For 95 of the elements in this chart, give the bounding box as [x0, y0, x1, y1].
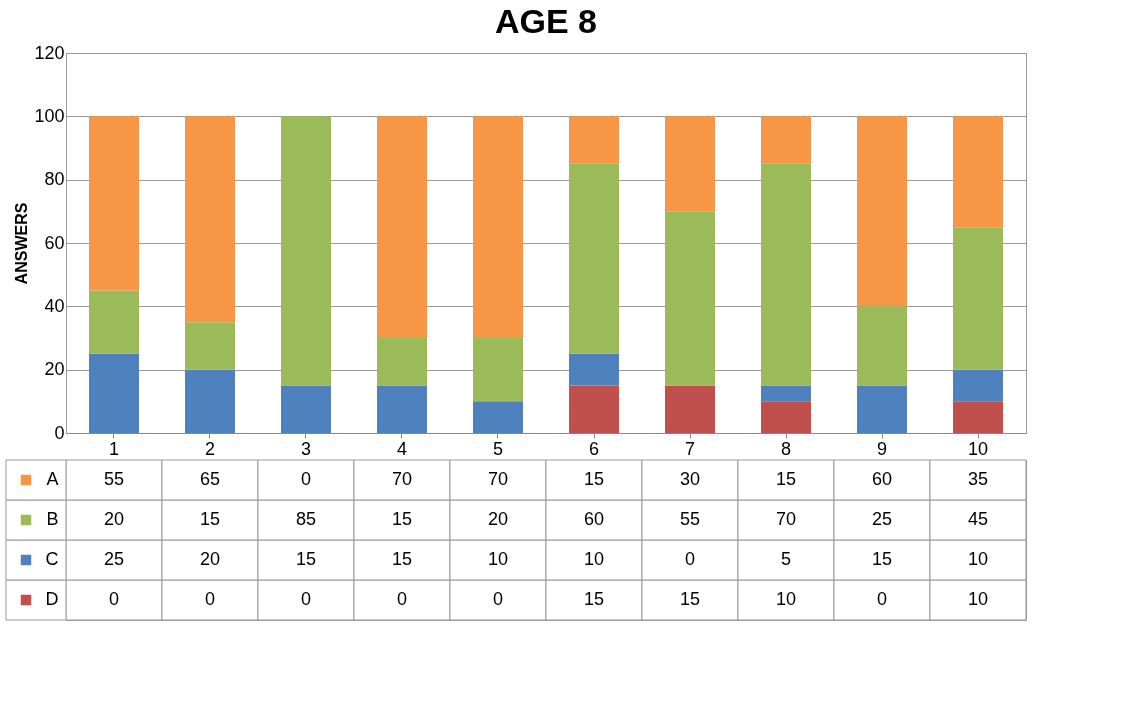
- bar: [377, 338, 427, 386]
- bar: [953, 401, 1003, 433]
- x-tick-label: 4: [396, 438, 408, 459]
- x-tick-label: 1: [108, 438, 120, 459]
- bar: [761, 401, 811, 433]
- data-label: 85: [295, 509, 317, 529]
- bar: [761, 163, 811, 386]
- data-label: 5: [780, 549, 792, 569]
- data-label: 70: [391, 469, 413, 489]
- bar: [281, 385, 331, 433]
- data-label: 25: [871, 509, 893, 529]
- bar: [281, 116, 331, 386]
- bar: [761, 116, 811, 164]
- data-label: 20: [199, 549, 221, 569]
- data-label: 0: [300, 469, 312, 489]
- bar: [857, 116, 907, 307]
- bar: [569, 353, 619, 386]
- y-tick-label: 100: [34, 105, 65, 126]
- y-tick-label: 120: [34, 42, 65, 63]
- data-label: 15: [775, 469, 797, 489]
- x-tick-label: 2: [204, 438, 216, 459]
- bar: [473, 401, 523, 433]
- data-label: 10: [487, 549, 509, 569]
- bar: [953, 116, 1003, 228]
- data-label: 55: [679, 509, 701, 529]
- data-label: 65: [199, 469, 221, 489]
- data-label: 15: [871, 549, 893, 569]
- data-label: 0: [108, 589, 120, 609]
- x-tick-label: 10: [967, 438, 989, 459]
- y-tick-label: 20: [44, 359, 65, 380]
- y-tick-label: 80: [44, 169, 65, 190]
- data-label: 10: [775, 589, 797, 609]
- bar: [473, 338, 523, 402]
- bar: [857, 385, 907, 433]
- data-label: 70: [775, 509, 797, 529]
- bar: [89, 290, 139, 354]
- data-label: 0: [684, 549, 696, 569]
- data-label: 0: [396, 589, 408, 609]
- legend-label: B: [46, 509, 59, 529]
- legend-label: D: [45, 589, 59, 609]
- bar: [89, 353, 139, 433]
- data-label: 20: [103, 509, 125, 529]
- data-label: 10: [967, 589, 989, 609]
- x-tick-label: 3: [300, 438, 312, 459]
- bar: [665, 116, 715, 212]
- data-label: 70: [487, 469, 509, 489]
- bar: [377, 116, 427, 338]
- x-tick-label: 7: [684, 438, 696, 459]
- bar: [185, 116, 235, 323]
- y-axis-title: ANSWERS: [13, 202, 31, 285]
- chart-title: AGE 8: [494, 2, 598, 40]
- data-label: 0: [492, 589, 504, 609]
- bar: [761, 385, 811, 402]
- x-tick-label: 9: [876, 438, 888, 459]
- legend-label: C: [45, 549, 59, 569]
- data-label: 55: [103, 469, 125, 489]
- bar: [953, 369, 1003, 402]
- data-label: 0: [300, 589, 312, 609]
- bar: [185, 322, 235, 370]
- bar: [953, 227, 1003, 370]
- data-label: 15: [679, 589, 701, 609]
- bar: [377, 385, 427, 433]
- bar: [665, 211, 715, 386]
- data-label: 15: [199, 509, 221, 529]
- data-label: 15: [583, 469, 605, 489]
- data-label: 60: [583, 509, 605, 529]
- data-label: 0: [876, 589, 888, 609]
- bar: [857, 306, 907, 386]
- bar: [473, 116, 523, 338]
- data-label: 0: [204, 589, 216, 609]
- bar: [569, 163, 619, 354]
- bar: [89, 116, 139, 291]
- bar: [185, 369, 235, 433]
- data-label: 15: [391, 549, 413, 569]
- x-tick-label: 6: [588, 438, 600, 459]
- data-label: 15: [583, 589, 605, 609]
- data-label: 15: [295, 549, 317, 569]
- data-label: 25: [103, 549, 125, 569]
- y-tick-label: 0: [54, 422, 65, 443]
- bar: [665, 385, 715, 433]
- y-tick-label: 60: [44, 232, 65, 253]
- legend-label: A: [46, 469, 59, 489]
- data-label: 10: [967, 549, 989, 569]
- y-tick-label: 40: [44, 295, 65, 316]
- data-label: 20: [487, 509, 509, 529]
- bar: [569, 385, 619, 433]
- bar: [569, 116, 619, 164]
- data-label: 30: [679, 469, 701, 489]
- x-tick-label: 5: [492, 438, 504, 459]
- data-label: 15: [391, 509, 413, 529]
- data-label: 45: [967, 509, 989, 529]
- data-label: 35: [967, 469, 989, 489]
- data-label: 60: [871, 469, 893, 489]
- data-label: 10: [583, 549, 605, 569]
- x-tick-label: 8: [780, 438, 792, 459]
